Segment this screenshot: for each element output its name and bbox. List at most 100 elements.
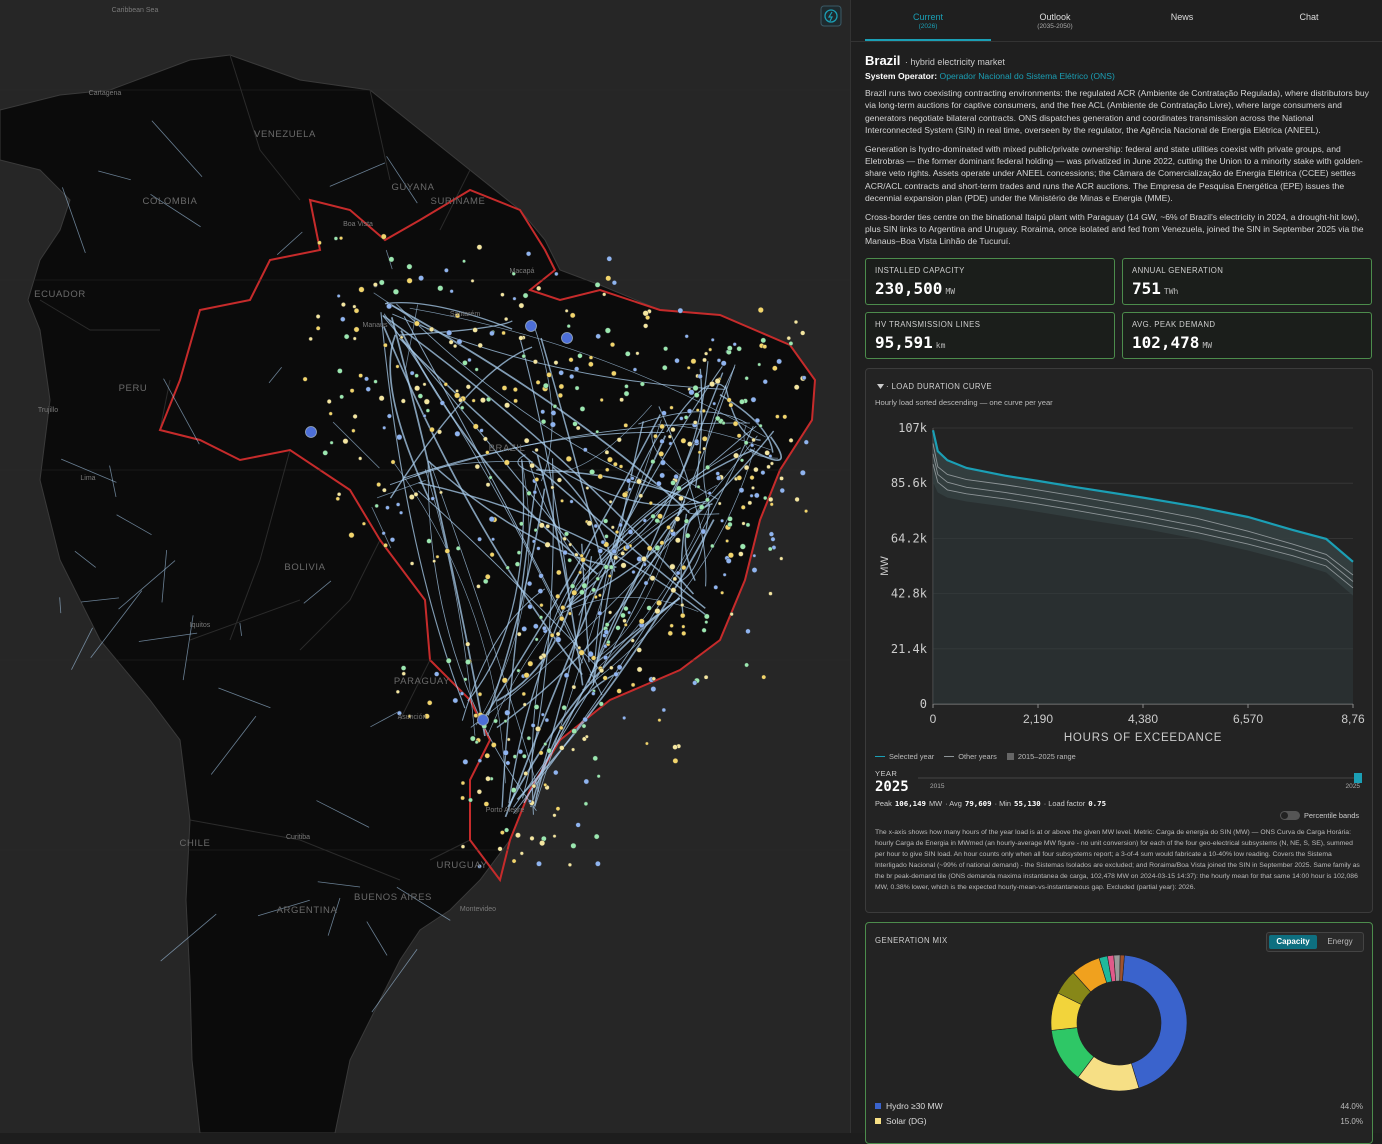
- plant-dot[interactable]: [497, 846, 503, 852]
- plant-dot[interactable]: [605, 275, 612, 282]
- plant-dot[interactable]: [536, 860, 542, 867]
- plant-dot[interactable]: [462, 259, 466, 263]
- plant-dot[interactable]: [793, 319, 799, 325]
- plant-dot[interactable]: [613, 461, 618, 467]
- plant-dot[interactable]: [352, 304, 357, 309]
- plant-dot[interactable]: [747, 500, 753, 506]
- plant-dot[interactable]: [598, 667, 605, 674]
- plant-dot[interactable]: [536, 285, 542, 291]
- plant-dot[interactable]: [519, 521, 524, 527]
- plant-dot[interactable]: [570, 583, 576, 589]
- plant-dot[interactable]: [456, 338, 463, 345]
- plant-dot[interactable]: [545, 524, 550, 529]
- plant-dot[interactable]: [500, 830, 505, 835]
- plant-dot[interactable]: [715, 415, 721, 422]
- plant-dot[interactable]: [454, 430, 461, 437]
- plant-dot[interactable]: [597, 610, 603, 616]
- plant-dot[interactable]: [611, 280, 617, 286]
- plant-dot[interactable]: [716, 358, 722, 363]
- plant-dot[interactable]: [683, 415, 689, 420]
- plant-dot[interactable]: [751, 567, 758, 573]
- plant-dot[interactable]: [604, 450, 610, 455]
- plant-dot[interactable]: [513, 398, 518, 404]
- plant-dot[interactable]: [679, 416, 684, 421]
- plant-dot[interactable]: [538, 750, 544, 756]
- plant-dot[interactable]: [583, 447, 588, 453]
- plant-dot[interactable]: [555, 593, 561, 599]
- plant-dot[interactable]: [695, 408, 700, 412]
- plant-dot[interactable]: [663, 346, 669, 352]
- plant-dot[interactable]: [538, 522, 545, 529]
- plant-dot[interactable]: [523, 771, 529, 776]
- plant-dot[interactable]: [597, 548, 603, 554]
- mode-button[interactable]: Capacity: [1269, 935, 1317, 949]
- plant-dot[interactable]: [732, 342, 737, 347]
- plant-dot[interactable]: [559, 745, 565, 751]
- plant-dot[interactable]: [728, 402, 734, 408]
- plant-dot[interactable]: [534, 447, 539, 452]
- plant-dot[interactable]: [477, 342, 483, 349]
- plant-dot[interactable]: [625, 544, 631, 550]
- plant-dot[interactable]: [710, 338, 715, 342]
- plant-dot[interactable]: [594, 282, 601, 288]
- plant-dot[interactable]: [674, 358, 680, 364]
- plant-dot[interactable]: [799, 469, 806, 476]
- plant-dot[interactable]: [505, 760, 511, 766]
- plant-dot[interactable]: [387, 413, 392, 419]
- plant-dot[interactable]: [590, 655, 597, 661]
- plant-dot[interactable]: [603, 629, 609, 635]
- plant-dot[interactable]: [581, 723, 587, 729]
- plant-dot[interactable]: [692, 385, 699, 391]
- tab[interactable]: News: [1119, 12, 1245, 22]
- tab[interactable]: Current (2026): [865, 12, 991, 30]
- plant-dot[interactable]: [578, 649, 585, 656]
- plant-dot[interactable]: [763, 495, 768, 501]
- plant-dot[interactable]: [745, 628, 751, 634]
- plant-dot[interactable]: [488, 475, 493, 480]
- map-tool-button[interactable]: [820, 5, 842, 27]
- plant-dot[interactable]: [603, 655, 609, 661]
- plant-dot[interactable]: [615, 625, 621, 631]
- plant-dot[interactable]: [701, 627, 707, 633]
- plant-dot[interactable]: [395, 689, 400, 694]
- plant-dot[interactable]: [476, 584, 481, 589]
- plant-dot[interactable]: [555, 806, 561, 811]
- plant-dot[interactable]: [653, 433, 658, 439]
- plant-dot[interactable]: [704, 351, 709, 356]
- plant-dot[interactable]: [540, 409, 546, 415]
- plant-dot[interactable]: [436, 429, 442, 435]
- plant-dot[interactable]: [654, 608, 661, 615]
- plant-dot[interactable]: [697, 450, 702, 455]
- plant-dot[interactable]: [627, 610, 631, 615]
- plant-dot[interactable]: [510, 787, 517, 793]
- plant-dot[interactable]: [501, 677, 508, 684]
- plant-dot[interactable]: [526, 251, 532, 257]
- plant-dot[interactable]: [480, 397, 486, 403]
- plant-dot[interactable]: [727, 552, 734, 559]
- plant-dot[interactable]: [702, 357, 707, 363]
- plant-dot[interactable]: [418, 275, 424, 281]
- plant-dot[interactable]: [353, 308, 360, 314]
- plant-dot[interactable]: [713, 585, 719, 590]
- plant-dot[interactable]: [423, 398, 430, 405]
- mode-button[interactable]: Energy: [1327, 937, 1353, 946]
- plant-dot[interactable]: [598, 701, 604, 707]
- plant-dot[interactable]: [769, 502, 774, 507]
- plant-dot[interactable]: [537, 588, 544, 594]
- plant-dot[interactable]: [528, 799, 532, 804]
- plant-dot[interactable]: [680, 437, 687, 444]
- plant-dot[interactable]: [376, 482, 382, 487]
- hydro-plant[interactable]: [305, 426, 317, 438]
- plant-dot[interactable]: [485, 776, 491, 782]
- plant-dot[interactable]: [750, 443, 755, 448]
- plant-dot[interactable]: [504, 709, 511, 716]
- plant-dot[interactable]: [766, 464, 771, 469]
- plant-dot[interactable]: [616, 664, 623, 671]
- plant-dot[interactable]: [681, 630, 687, 636]
- plant-dot[interactable]: [400, 398, 406, 404]
- plant-dot[interactable]: [542, 625, 547, 631]
- plant-dot[interactable]: [681, 565, 687, 571]
- plant-dot[interactable]: [626, 478, 632, 484]
- plant-dot[interactable]: [642, 562, 647, 567]
- plant-dot[interactable]: [483, 578, 489, 585]
